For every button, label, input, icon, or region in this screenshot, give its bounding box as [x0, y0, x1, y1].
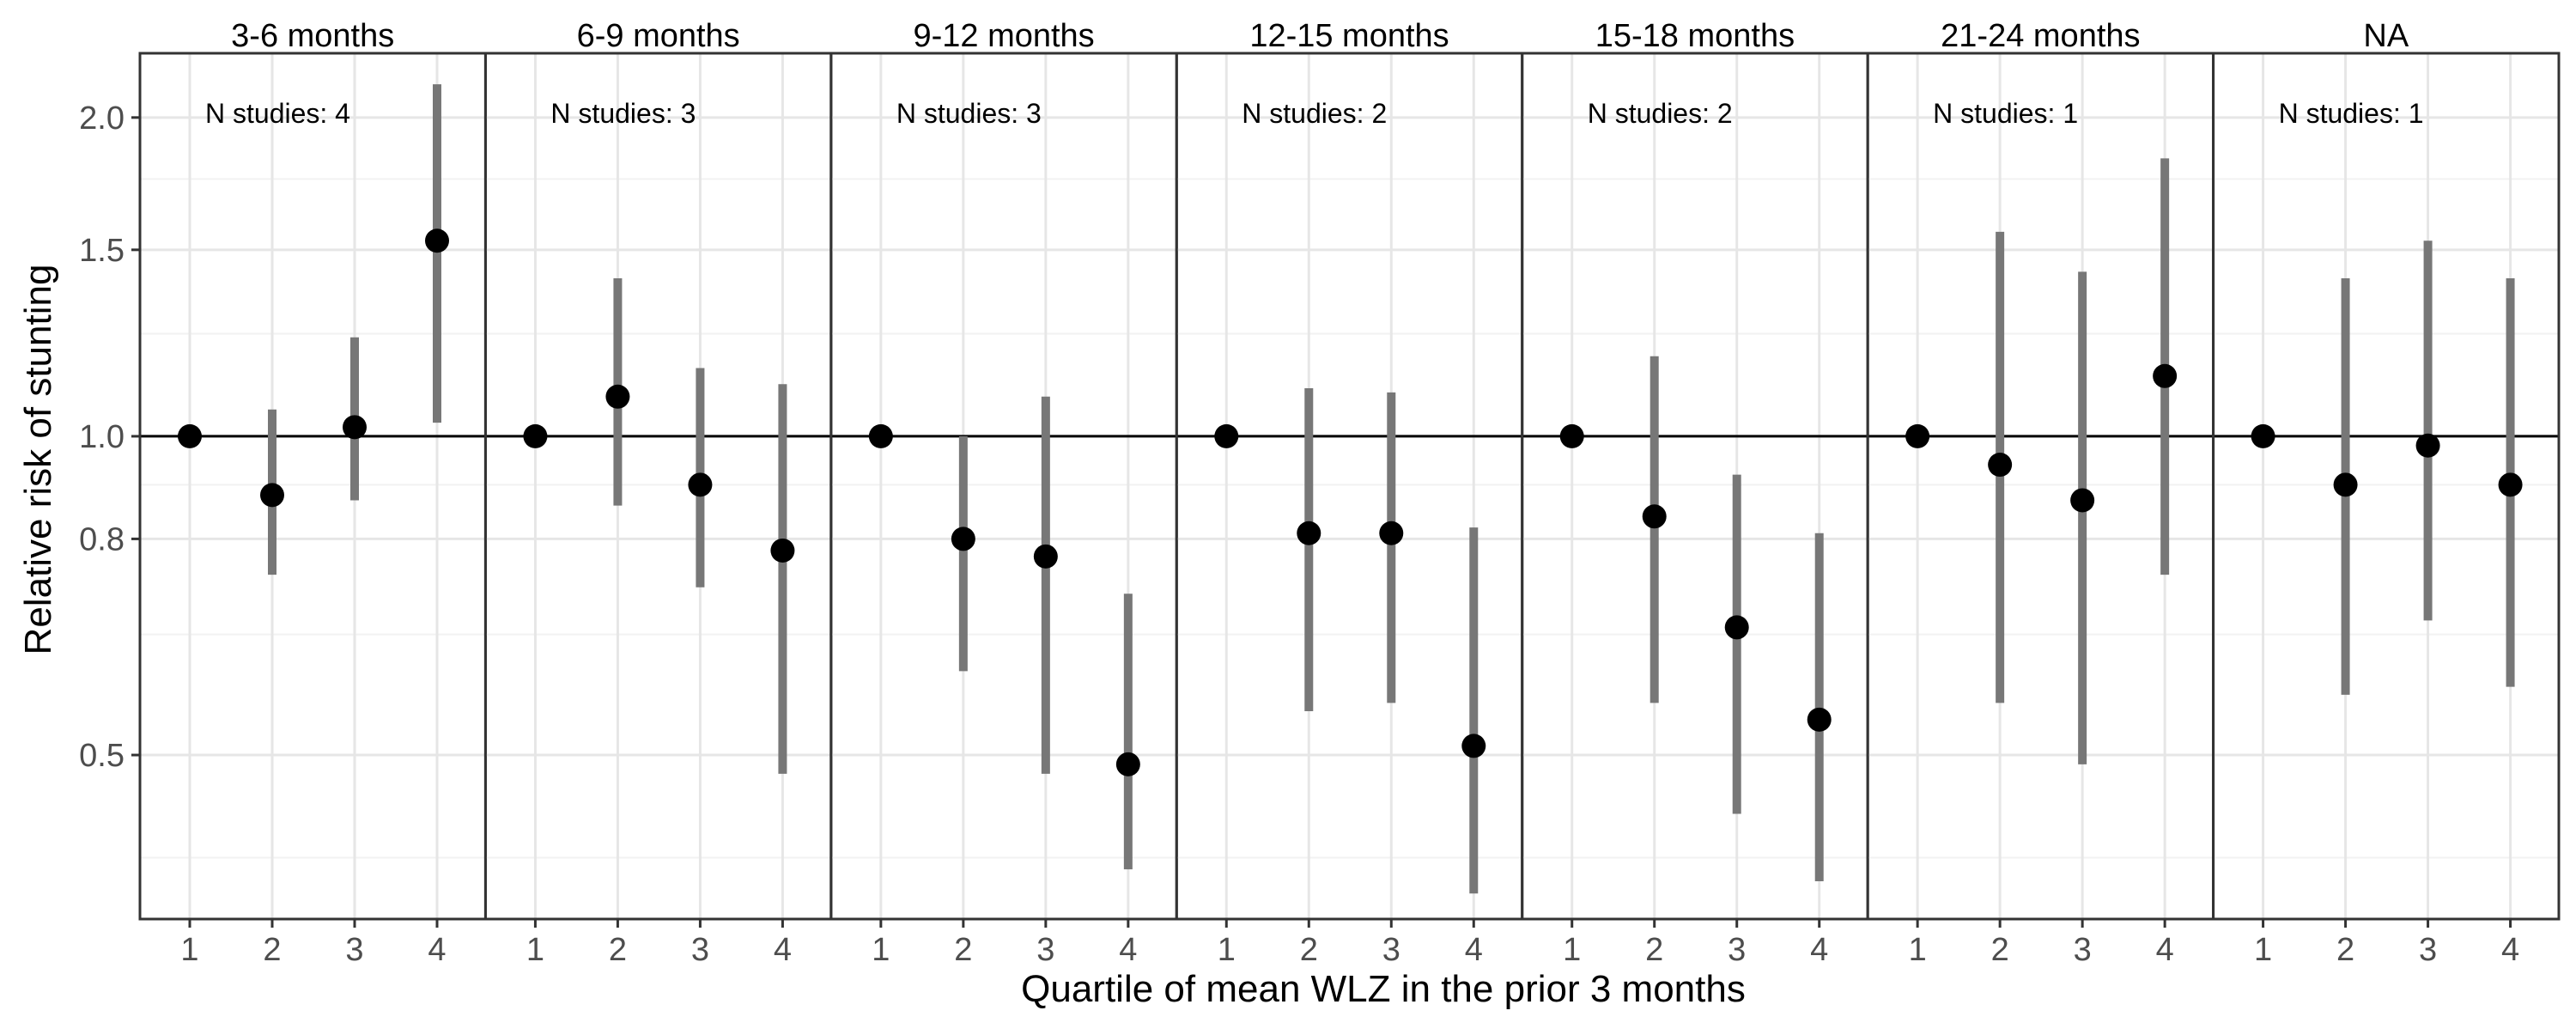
- x-tick-label: 2: [1300, 932, 1318, 968]
- estimate-point: [1214, 423, 1239, 448]
- facet-strip-label: NA: [2363, 18, 2409, 54]
- panel-7: NA N studies: 1 1 2 3 4: [2212, 18, 2561, 968]
- y-tick-label: 0.5: [79, 738, 125, 774]
- estimate-point: [2070, 488, 2095, 513]
- panel-2: 6-9 months N studies: 3 1 2 3 4: [483, 18, 833, 968]
- estimate-point: [2251, 423, 2275, 448]
- x-tick-label: 2: [263, 932, 281, 968]
- n-studies-annotation: N studies: 4: [205, 98, 350, 129]
- estimate-point: [1461, 734, 1486, 758]
- x-tick-label: 1: [526, 932, 544, 968]
- estimate-point: [425, 228, 449, 253]
- facet-strip-label: 12-15 months: [1249, 18, 1449, 54]
- estimate-point: [1988, 453, 2013, 478]
- estimate-point: [688, 472, 713, 497]
- x-tick-label: 1: [2254, 932, 2272, 968]
- estimate-point: [343, 415, 367, 440]
- x-tick-label: 3: [1036, 932, 1054, 968]
- x-axis-title: Quartile of mean WLZ in the prior 3 mont…: [1021, 968, 1746, 1010]
- panel-border: [2212, 52, 2561, 921]
- n-studies-annotation: N studies: 2: [1588, 98, 1733, 129]
- panel-1: 3-6 months N studies: 4 1 2 3 4: [138, 18, 487, 968]
- estimate-point: [770, 538, 795, 563]
- x-tick-label: 3: [2074, 932, 2092, 968]
- y-tick-label: 1.5: [79, 233, 125, 269]
- n-studies-annotation: N studies: 1: [2279, 98, 2424, 129]
- estimate-point: [260, 483, 284, 508]
- panel-6: 21-24 months N studies: 1 1 2 3 4: [1866, 18, 2215, 968]
- estimate-point: [1905, 423, 1930, 448]
- estimate-point: [2153, 363, 2178, 388]
- x-tick-label: 3: [2419, 932, 2437, 968]
- x-tick-label: 4: [774, 932, 792, 968]
- y-axis-title: Relative risk of stunting: [17, 265, 59, 655]
- estimate-point: [1559, 423, 1584, 448]
- facet-strip-label: 15-18 months: [1595, 18, 1795, 54]
- x-tick-label: 4: [1119, 932, 1137, 968]
- x-tick-label: 3: [1382, 932, 1400, 968]
- x-tick-label: 4: [2501, 932, 2519, 968]
- estimate-point: [178, 423, 202, 448]
- x-tick-label: 4: [428, 932, 446, 968]
- estimate-point: [1724, 615, 1749, 640]
- estimate-point: [1297, 521, 1321, 545]
- x-tick-label: 2: [1991, 932, 2009, 968]
- facet-strip-label: 3-6 months: [231, 18, 394, 54]
- n-studies-annotation: N studies: 1: [1933, 98, 2078, 129]
- y-tick-label: 0.8: [79, 521, 125, 557]
- x-tick-label: 2: [954, 932, 972, 968]
- estimate-point: [2415, 433, 2440, 458]
- x-tick-label: 3: [1728, 932, 1746, 968]
- x-tick-label: 3: [691, 932, 709, 968]
- x-tick-label: 1: [180, 932, 198, 968]
- x-tick-label: 1: [1909, 932, 1927, 968]
- x-tick-label: 2: [609, 932, 627, 968]
- estimate-point: [868, 423, 893, 448]
- facet-strip-label: 21-24 months: [1941, 18, 2140, 54]
- estimate-point: [1033, 544, 1058, 569]
- n-studies-annotation: N studies: 3: [550, 98, 696, 129]
- x-tick-label: 3: [345, 932, 363, 968]
- n-studies-annotation: N studies: 3: [896, 98, 1042, 129]
- panel-4: 12-15 months N studies: 2 1 2 3 4: [1175, 18, 1524, 968]
- x-tick-label: 1: [1218, 932, 1236, 968]
- x-tick-label: 4: [1465, 932, 1483, 968]
- estimate-point: [951, 527, 975, 551]
- y-tick-label: 1.0: [79, 419, 125, 455]
- x-tick-label: 4: [2156, 932, 2174, 968]
- estimate-point: [1642, 504, 1667, 529]
- x-tick-label: 2: [2336, 932, 2354, 968]
- facet-strip-label: 6-9 months: [577, 18, 740, 54]
- x-tick-label: 1: [1563, 932, 1581, 968]
- x-tick-label: 4: [1810, 932, 1828, 968]
- x-tick-label: 2: [1645, 932, 1663, 968]
- estimate-point: [1379, 521, 1404, 545]
- estimate-point: [523, 423, 548, 448]
- estimate-point: [2498, 472, 2523, 497]
- panel-3: 9-12 months N studies: 3 1 2 3 4: [829, 18, 1178, 968]
- estimate-point: [2333, 472, 2358, 497]
- facet-strip-label: 9-12 months: [913, 18, 1094, 54]
- estimate-point: [1115, 752, 1140, 776]
- estimate-point: [605, 384, 630, 409]
- n-studies-annotation: N studies: 2: [1242, 98, 1387, 129]
- x-tick-label: 1: [872, 932, 890, 968]
- estimate-point: [1807, 707, 1832, 732]
- y-tick-label: 2.0: [79, 100, 125, 137]
